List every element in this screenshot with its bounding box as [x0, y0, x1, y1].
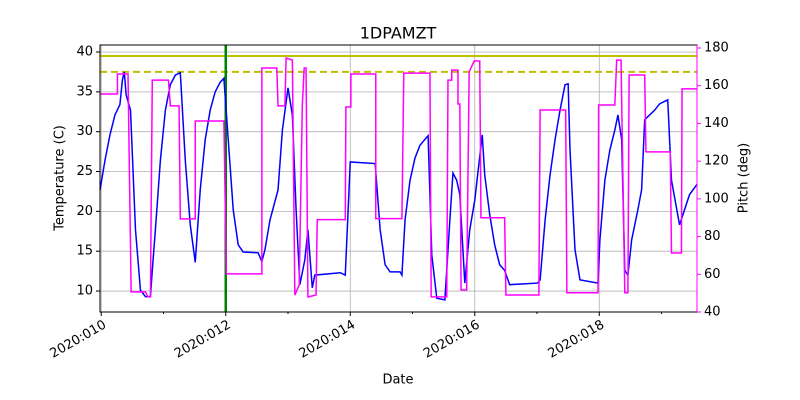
- y2-tick-label: 40: [704, 305, 721, 320]
- chart-title: 1DPAMZT: [360, 24, 437, 43]
- data-line: [100, 56, 697, 298]
- y-axis-label: Temperature (C): [53, 125, 68, 232]
- y2-tick-label: 140: [704, 116, 729, 131]
- y2-tick-label: 160: [704, 78, 729, 93]
- y-tick-label: 35: [76, 84, 93, 99]
- y2-tick-label: 120: [704, 154, 729, 169]
- y2-axis-label: Pitch (deg): [737, 143, 752, 213]
- y-tick-label: 15: [76, 244, 93, 259]
- y2-tick-label: 180: [704, 41, 729, 56]
- y2-tick-label: 100: [704, 191, 729, 206]
- y2-tick-label: 60: [704, 267, 721, 282]
- y2-tick-label: 80: [704, 229, 721, 244]
- y-tick-label: 30: [76, 124, 93, 139]
- x-axis-label: Date: [382, 373, 413, 388]
- y-tick-label: 25: [76, 164, 93, 179]
- y-tick-label: 10: [76, 284, 93, 299]
- data-line: [99, 71, 698, 301]
- y-tick-label: 20: [76, 204, 93, 219]
- y-tick-label: 40: [76, 45, 93, 60]
